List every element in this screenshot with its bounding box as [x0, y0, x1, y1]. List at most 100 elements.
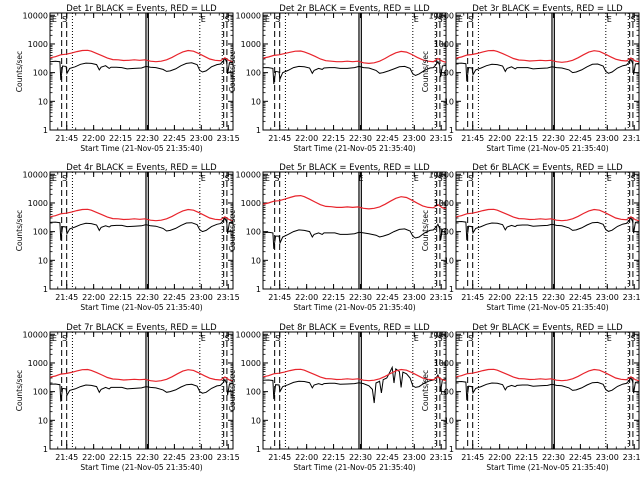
x-tick-label: 21:45: [55, 453, 78, 462]
y-tick-label: 100: [33, 228, 48, 237]
flag-label: E: [414, 174, 419, 183]
x-tick-label: 22:15: [515, 293, 538, 302]
flag-label: S: [275, 334, 280, 343]
x-tick-label: 22:30: [349, 453, 372, 462]
x-tick-label: 22:45: [376, 134, 399, 143]
flag-label: S: [274, 174, 279, 183]
y-tick-label: 100: [33, 388, 48, 397]
lld-series-line: [50, 368, 233, 382]
y-tick-label: 10000: [236, 330, 261, 339]
x-tick-label: 22:30: [542, 453, 565, 462]
flag-label: E: [201, 334, 206, 343]
plot-frame: [262, 331, 447, 450]
x-tick-label: 22:15: [109, 453, 132, 462]
lld-series-line: [456, 368, 639, 382]
x-tick-label: 21:45: [55, 293, 78, 302]
y-tick-label: 10: [444, 256, 454, 265]
flag-label: E: [607, 174, 612, 183]
y-tick-label: 10000: [23, 330, 48, 339]
flag-label: S: [438, 334, 443, 343]
x-tick-label: 23:15: [217, 453, 240, 462]
x-tick-label: 22:00: [295, 134, 318, 143]
x-tick-label: 23:15: [430, 293, 453, 302]
lld-series-line: [263, 368, 446, 382]
panel-8: Det 8r BLACK = Events, RED = LLD 1 10 100 10…: [228, 323, 453, 472]
x-tick-label: 22:30: [136, 293, 159, 302]
events-series-line: [456, 58, 639, 82]
panel-3: Det 3r BLACK = Events, RED = LLD 1 10 100 10…: [421, 4, 640, 153]
events-series-line: [263, 223, 446, 249]
y-tick-label: 1: [256, 126, 261, 135]
plot-frame: [455, 12, 640, 131]
y-tick-label: 100: [246, 388, 261, 397]
lld-series-line: [263, 194, 446, 210]
y-tick-label: 10: [38, 97, 48, 106]
y-axis-label: Counts/sec: [228, 370, 237, 411]
panel-title: Det 4r BLACK = Events, RED = LLD: [66, 163, 217, 173]
y-tick-label: 100: [439, 69, 454, 78]
x-tick-label: 22:00: [82, 293, 105, 302]
flag-label: E: [607, 334, 612, 343]
y-tick-label: 10: [444, 97, 454, 106]
y-axis-label: Counts/sec: [15, 210, 24, 251]
plot-frame: [262, 171, 447, 290]
x-tick-label: 22:00: [488, 453, 511, 462]
flag-label: S: [438, 174, 443, 183]
lld-series-line: [50, 49, 233, 63]
y-tick-label: 1000: [434, 359, 454, 368]
flag-label: E: [265, 174, 270, 183]
x-tick-label: 22:30: [136, 134, 159, 143]
x-tick-label: 22:00: [488, 293, 511, 302]
x-tick-label: 21:45: [461, 453, 484, 462]
flag-label: S: [631, 174, 636, 183]
flag-label: S: [438, 15, 443, 24]
flag-label: E: [607, 15, 612, 24]
x-tick-label: 22:45: [569, 453, 592, 462]
flag-label: S: [62, 174, 67, 183]
x-tick-label: 22:30: [349, 293, 372, 302]
panel-2: Det 2r BLACK = Events, RED = LLD 1 10 100 10…: [228, 4, 453, 153]
flag-label: S: [468, 174, 473, 183]
panel-title: Det 7r BLACK = Events, RED = LLD: [66, 323, 217, 333]
x-tick-label: 22:45: [376, 293, 399, 302]
x-tick-label: 23:15: [430, 134, 453, 143]
y-tick-label: 10: [444, 416, 454, 425]
y-tick-label: 100: [33, 69, 48, 78]
y-tick-label: 1000: [241, 199, 261, 208]
x-tick-label: 22:45: [376, 453, 399, 462]
x-tick-label: 21:45: [268, 453, 291, 462]
y-tick-label: 1: [43, 445, 48, 454]
x-tick-label: 22:15: [322, 453, 345, 462]
x-tick-label: 22:15: [322, 134, 345, 143]
x-tick-label: 23:00: [190, 293, 213, 302]
x-axis-label: Start Time (21-Nov-05 21:35:40): [293, 303, 415, 312]
flag-label: E: [265, 15, 270, 24]
lld-series-line: [50, 208, 233, 222]
panel-title: Det 2r BLACK = Events, RED = LLD: [279, 4, 430, 14]
panel-6: Det 6r BLACK = Events, RED = LLD 1 10 100 10…: [421, 163, 640, 312]
x-tick-label: 23:00: [596, 293, 619, 302]
plot-frame: [455, 171, 640, 290]
y-tick-label: 10000: [429, 170, 454, 179]
y-tick-label: 1: [256, 285, 261, 294]
x-axis-label: Start Time (21-Nov-05 21:35:40): [486, 463, 608, 472]
y-axis-label: Counts/sec: [228, 210, 237, 251]
x-tick-label: 22:45: [569, 134, 592, 143]
flag-label: E: [265, 334, 270, 343]
x-tick-label: 23:00: [190, 453, 213, 462]
x-axis-label: Start Time (21-Nov-05 21:35:40): [486, 303, 608, 312]
y-tick-label: 100: [439, 388, 454, 397]
x-tick-label: 22:45: [163, 453, 186, 462]
panel-title: Det 3r BLACK = Events, RED = LLD: [472, 4, 623, 14]
x-tick-label: 23:00: [403, 453, 426, 462]
y-tick-label: 10000: [236, 170, 261, 179]
events-series-line: [456, 216, 639, 241]
x-tick-label: 22:15: [109, 134, 132, 143]
x-tick-label: 23:15: [217, 134, 240, 143]
panel-7: Det 7r BLACK = Events, RED = LLD 1 10 100 10…: [15, 323, 240, 472]
y-tick-label: 1000: [434, 40, 454, 49]
x-tick-label: 21:45: [268, 293, 291, 302]
flag-label: S: [62, 334, 67, 343]
x-tick-label: 22:00: [488, 134, 511, 143]
